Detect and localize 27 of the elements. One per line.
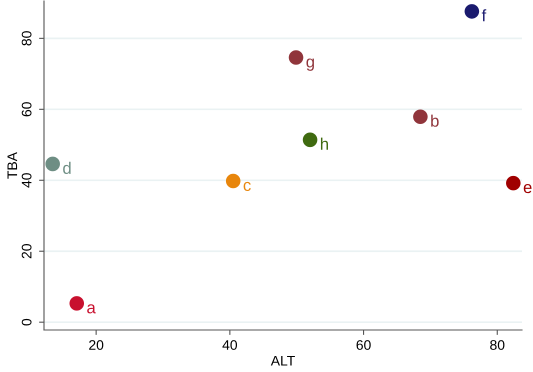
point [506, 176, 521, 190]
x-tick-label: 80 [490, 340, 504, 350]
x-tick-label: 20 [89, 340, 104, 350]
y-axis-title: TBA [8, 152, 18, 179]
annotation: a [87, 304, 96, 314]
x-tick-label: 40 [222, 340, 238, 350]
point [302, 132, 318, 148]
x-tick-label: 60 [356, 340, 371, 350]
annotation: c [244, 182, 251, 192]
point [226, 174, 240, 188]
y-tick-label: 20 [22, 244, 32, 258]
point [45, 156, 60, 172]
y-tick-label: 40 [22, 173, 32, 188]
annotation: d [63, 162, 71, 174]
y-tick-label: 60 [22, 102, 32, 116]
annotation: h [320, 138, 328, 150]
point [69, 296, 84, 311]
point [413, 109, 428, 124]
x-axis-title: ALT [270, 356, 295, 366]
annotation: f [482, 9, 486, 22]
y-tick-label: 80 [22, 31, 32, 46]
annotation: b [431, 114, 439, 127]
point [288, 50, 304, 65]
annotation: g [306, 58, 314, 71]
annotation: e [524, 184, 532, 194]
point [464, 4, 480, 19]
y-tick-label: 0 [22, 318, 32, 326]
